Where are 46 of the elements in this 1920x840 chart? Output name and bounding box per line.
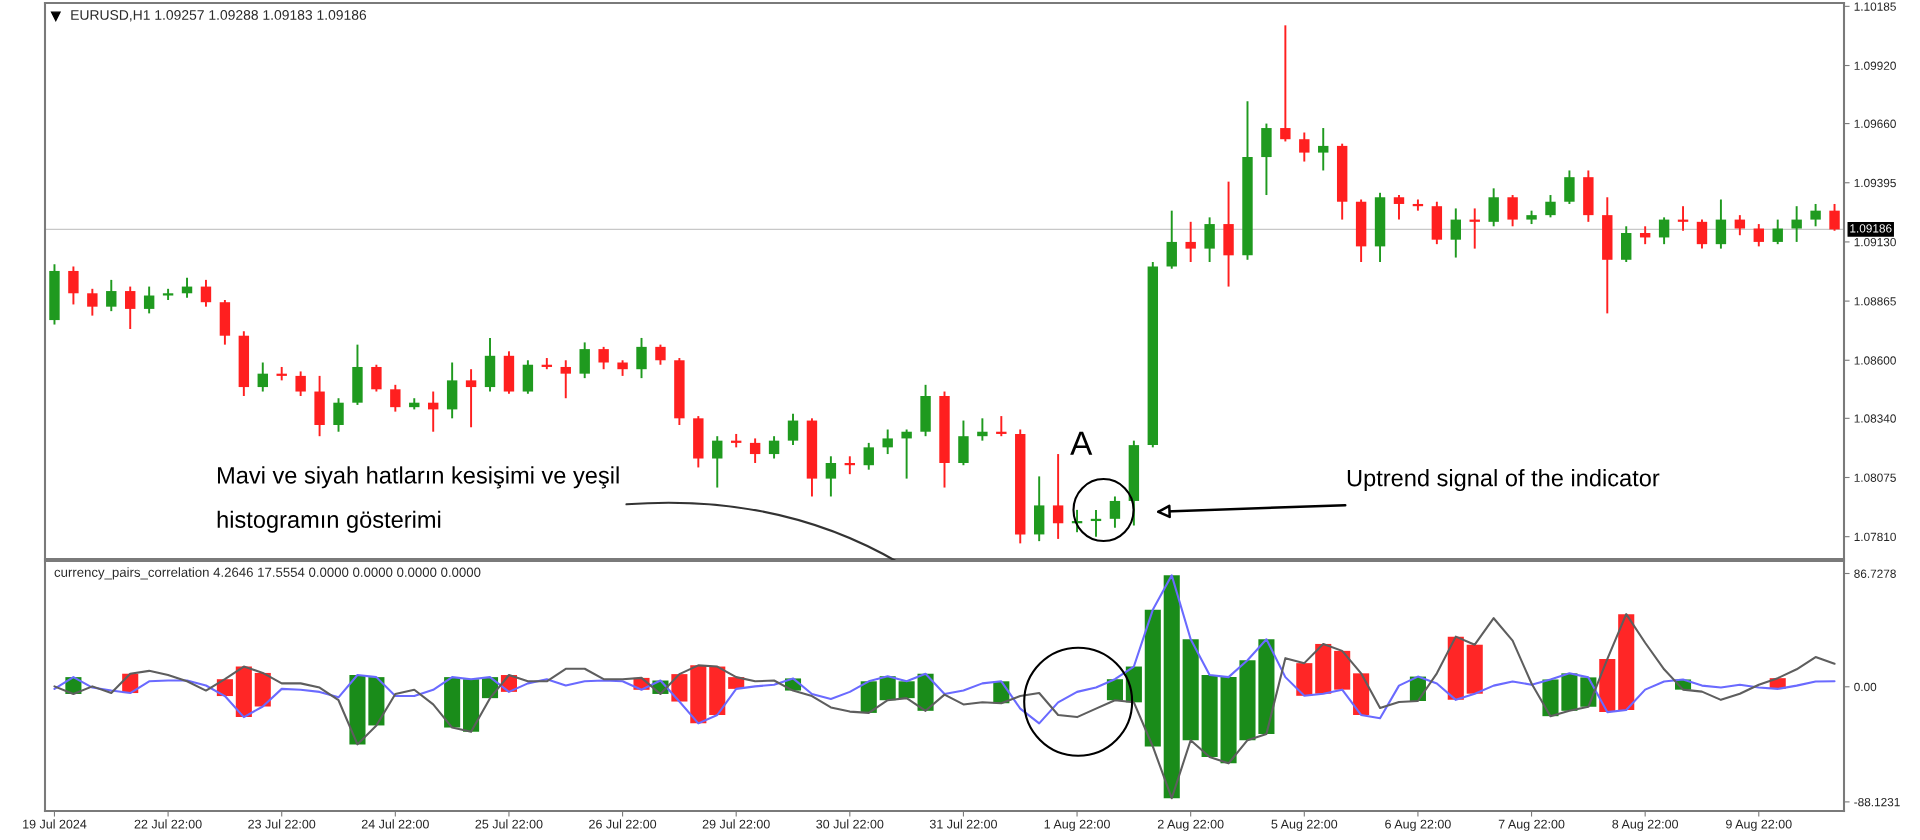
x-tick-label: 30 Jul 22:00 — [816, 819, 884, 829]
bar — [1315, 643, 1332, 694]
bar — [1353, 673, 1370, 715]
bar — [1466, 644, 1483, 694]
bar — [444, 677, 461, 728]
bar — [898, 681, 915, 699]
y-tick-label: 1.10185 — [1854, 2, 1896, 11]
bar — [1239, 660, 1256, 741]
y-tick-label: 0.00 — [1854, 682, 1877, 692]
line-series — [53, 613, 1836, 800]
bar — [1334, 650, 1351, 690]
bar — [254, 672, 271, 707]
x-tick-label: 29 Jul 22:00 — [702, 819, 770, 829]
bar — [1220, 677, 1237, 764]
bar — [1618, 614, 1635, 711]
bar — [1106, 679, 1123, 701]
bar — [1182, 639, 1199, 741]
x-tick-label: 22 Jul 22:00 — [134, 819, 202, 829]
x-tick-label: 25 Jul 22:00 — [475, 819, 543, 829]
bar — [1144, 609, 1161, 747]
x-tick-label: 23 Jul 22:00 — [248, 819, 316, 829]
bar — [1201, 675, 1218, 758]
bar — [1258, 639, 1275, 734]
bar — [368, 677, 385, 726]
x-tick-label: 9 Aug 22:00 — [1726, 819, 1792, 831]
x-tick-label: 26 Jul 22:00 — [589, 819, 657, 829]
x-tick-label: 8 Aug 22:00 — [1612, 819, 1679, 831]
bar — [1296, 663, 1313, 696]
bar — [1447, 636, 1464, 700]
bar — [709, 666, 726, 715]
x-tick-label: 1 Aug 22:00 — [1044, 819, 1110, 831]
x-tick-label: 24 Jul 22:00 — [361, 819, 429, 829]
chart-title: currency_pairs_correlation 4.2646 17.5554 0.0000 0.0000 0.0000 0.0000 — [54, 567, 481, 580]
y-tick-label: -88.1231 — [1854, 797, 1900, 807]
bar — [463, 679, 480, 732]
bar — [1561, 673, 1578, 711]
x-tick-label: 19 Jul 2024 — [23, 819, 87, 829]
x-tick-label: 31 Jul 22:00 — [929, 819, 998, 829]
x-tick-label: 7 Aug 22:00 — [1498, 819, 1565, 831]
bar — [349, 675, 366, 745]
bar — [690, 665, 707, 724]
x-tick-label: 2 Aug 22:00 — [1157, 819, 1224, 831]
bar — [1163, 575, 1180, 799]
x-tick-label: 6 Aug 22:00 — [1385, 819, 1451, 831]
x-tick-label: 5 Aug 22:00 — [1271, 819, 1338, 831]
y-tick-label: 86.7278 — [1854, 569, 1896, 578]
